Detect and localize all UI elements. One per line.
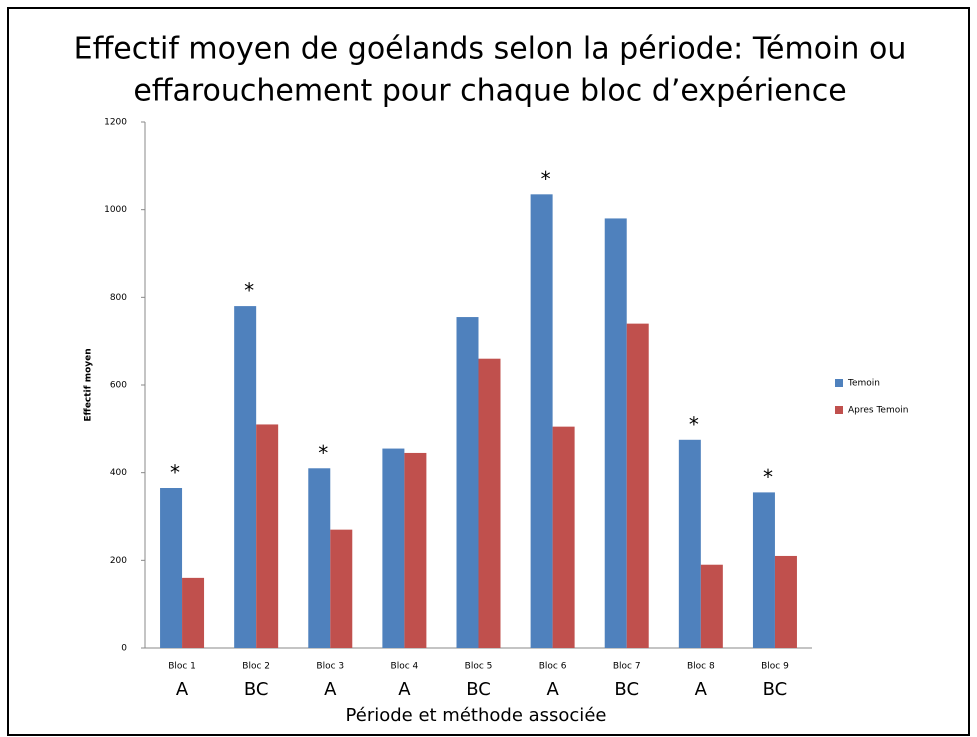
y-tick-label: 200 [110,556,127,566]
y-tick-label: 0 [121,644,127,654]
significance-mark: * [318,441,328,465]
legend-swatch [835,379,843,387]
bar [752,492,775,648]
bar [700,564,723,648]
bar [382,448,405,648]
bar [552,426,575,648]
bar [478,358,501,648]
x-axis-label: Période et méthode associée [346,705,607,726]
significance-mark: * [541,167,551,191]
x-tick-label: Bloc 3 [316,662,344,672]
significance-mark: * [170,461,180,485]
method-label: A [324,679,337,700]
x-tick-label: Bloc 8 [687,662,715,672]
bar [330,529,353,648]
method-label: A [176,679,189,700]
legend-label: Apres Temoin [848,406,908,416]
bar [774,555,797,648]
significance-mark: * [763,465,773,489]
legend-label: Temoin [847,379,880,389]
x-tick-label: Bloc 4 [391,662,419,672]
x-tick-label: Bloc 1 [168,662,196,672]
x-tick-label: Bloc 6 [539,662,567,672]
method-label: A [695,679,708,700]
bar [182,577,205,648]
bar [626,323,649,648]
method-label: BC [614,679,639,700]
x-tick-label: Bloc 9 [761,662,789,672]
x-tick-label: Bloc 5 [465,662,493,672]
method-label: BC [763,679,788,700]
bar [234,306,257,648]
method-label: BC [244,679,269,700]
chart-subtitle: effarouchement pour chaque bloc d’expéri… [133,74,846,109]
legend-swatch [835,406,843,414]
y-tick-label: 1200 [104,118,127,128]
bar [678,439,701,648]
y-tick-label: 800 [110,293,127,303]
x-tick-label: Bloc 2 [242,662,270,672]
bar [308,468,331,648]
method-label: A [546,679,559,700]
y-tick-label: 1000 [104,205,127,215]
significance-mark: * [689,412,699,436]
bar [256,424,279,648]
chart-title: Effectif moyen de goélands selon la péri… [74,32,907,67]
y-tick-label: 400 [110,468,127,478]
frame [7,7,970,736]
y-axis-label: Effectif moyen [84,348,94,421]
bar [404,452,427,648]
x-tick-label: Bloc 7 [613,662,641,672]
bar [160,488,183,648]
bar [604,218,627,648]
y-tick-label: 600 [110,381,127,391]
significance-mark: * [244,279,254,303]
method-label: A [398,679,411,700]
bar [530,194,553,648]
bar [456,317,479,648]
method-label: BC [466,679,491,700]
